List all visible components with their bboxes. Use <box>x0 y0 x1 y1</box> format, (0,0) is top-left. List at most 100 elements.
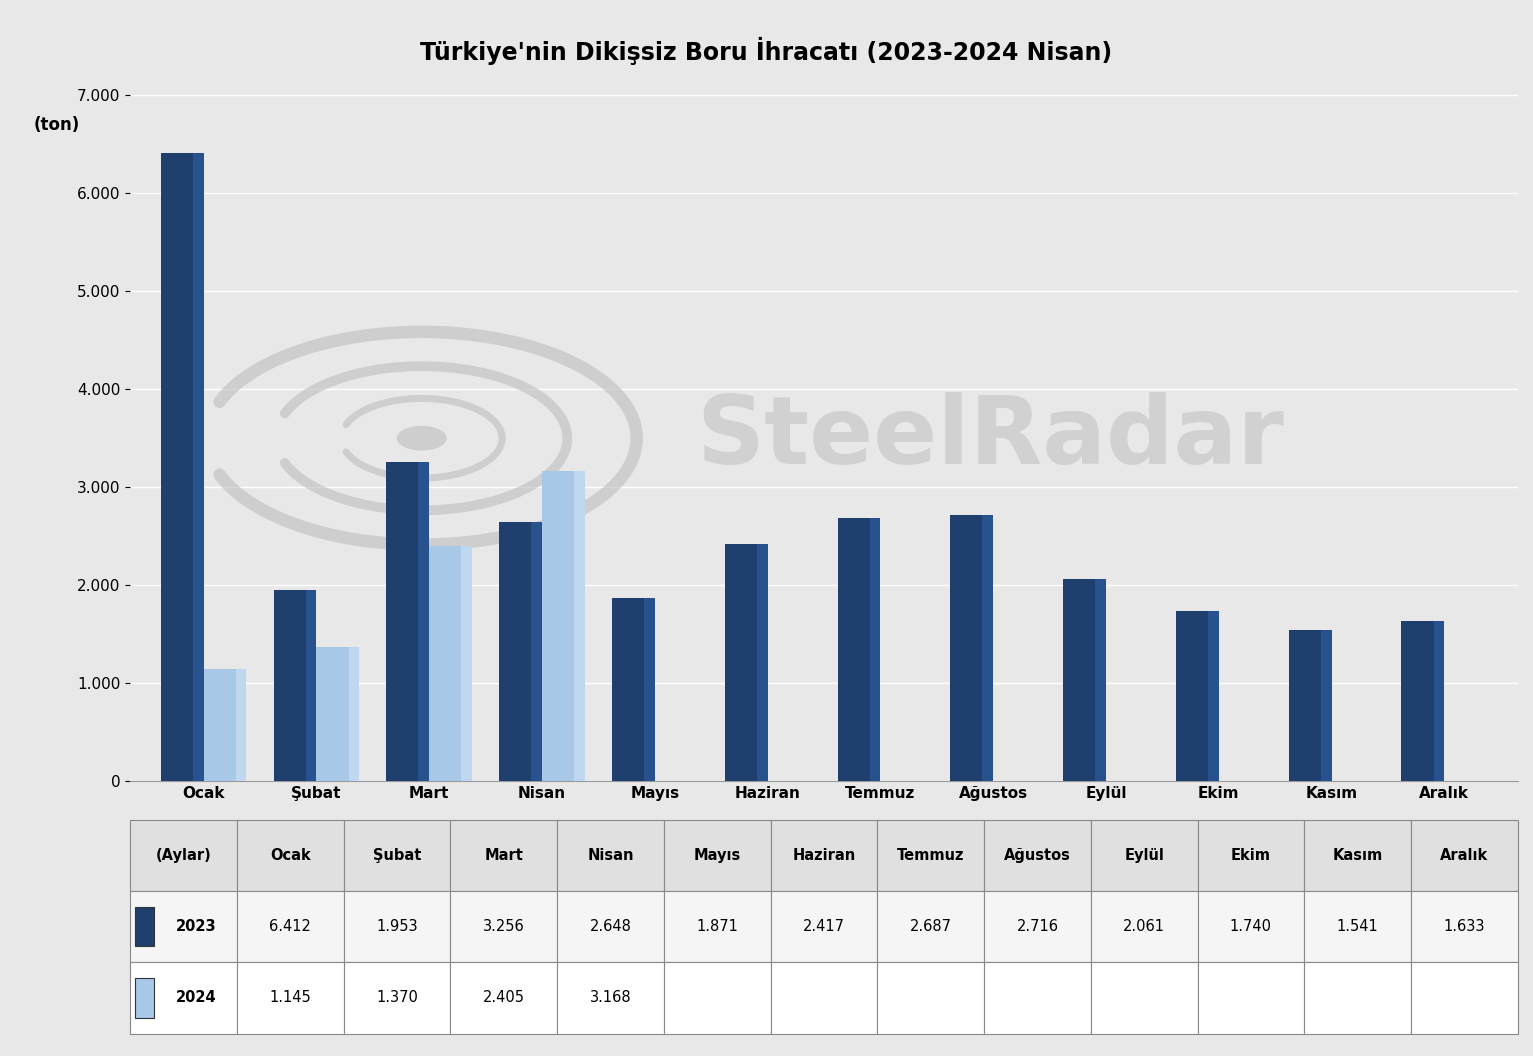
Bar <box>1091 819 1197 891</box>
Text: Ağustos: Ağustos <box>1004 848 1072 863</box>
Bar <box>135 907 153 946</box>
Bar <box>1091 962 1197 1034</box>
Text: (Aylar): (Aylar) <box>156 848 212 863</box>
Bar <box>984 962 1091 1034</box>
Bar <box>1410 891 1518 962</box>
Bar <box>575 471 586 781</box>
Bar <box>1305 819 1410 891</box>
Text: Temmuz: Temmuz <box>897 848 964 863</box>
Bar <box>451 819 556 891</box>
Text: Haziran: Haziran <box>793 848 855 863</box>
Bar <box>1197 962 1305 1034</box>
Bar <box>1091 891 1197 962</box>
Bar <box>130 819 238 891</box>
Text: Aralık: Aralık <box>1439 848 1489 863</box>
Bar <box>1289 630 1332 781</box>
Bar <box>1410 819 1518 891</box>
Bar <box>664 962 771 1034</box>
Text: 1.953: 1.953 <box>376 919 419 935</box>
Bar <box>193 153 204 781</box>
Text: Kasım: Kasım <box>1332 848 1383 863</box>
Bar <box>644 598 655 781</box>
Bar <box>877 891 984 962</box>
Text: (ton): (ton) <box>34 116 80 134</box>
Bar <box>386 463 429 781</box>
Text: Ekim: Ekim <box>1231 848 1271 863</box>
Text: 1.145: 1.145 <box>270 991 311 1005</box>
Bar <box>1208 610 1219 781</box>
Text: Ocak: Ocak <box>270 848 311 863</box>
Bar <box>950 515 993 781</box>
Bar <box>664 891 771 962</box>
Bar <box>543 471 586 781</box>
Bar <box>238 962 343 1034</box>
Text: 1.541: 1.541 <box>1337 919 1378 935</box>
Bar <box>130 962 238 1034</box>
Text: 1.740: 1.740 <box>1229 919 1272 935</box>
Bar <box>556 819 664 891</box>
Bar <box>771 819 877 891</box>
Bar <box>348 647 359 781</box>
Text: Mart: Mart <box>484 848 523 863</box>
Bar <box>419 463 429 781</box>
Text: 6.412: 6.412 <box>270 919 311 935</box>
Bar <box>238 891 343 962</box>
Bar <box>725 545 768 781</box>
Bar <box>135 978 153 1018</box>
Bar <box>983 515 993 781</box>
Text: Mayıs: Mayıs <box>693 848 740 863</box>
Bar <box>664 819 771 891</box>
Bar <box>771 891 877 962</box>
Bar <box>1197 891 1305 962</box>
Text: 2.648: 2.648 <box>590 919 632 935</box>
Bar <box>451 891 556 962</box>
Text: 3.168: 3.168 <box>590 991 632 1005</box>
Text: 2.061: 2.061 <box>1124 919 1165 935</box>
Text: Türkiye'nin Dikişsiz Boru İhracatı (2023-2024 Nisan): Türkiye'nin Dikişsiz Boru İhracatı (2023… <box>420 37 1113 65</box>
Text: 2.716: 2.716 <box>1016 919 1058 935</box>
Text: 1.871: 1.871 <box>696 919 739 935</box>
Text: Nisan: Nisan <box>587 848 633 863</box>
Bar <box>1305 891 1410 962</box>
Bar <box>1197 819 1305 891</box>
Text: 1.633: 1.633 <box>1444 919 1485 935</box>
Bar <box>500 522 543 781</box>
Bar <box>343 819 451 891</box>
Bar <box>1095 580 1105 781</box>
Bar <box>316 647 359 781</box>
Bar <box>1433 621 1444 781</box>
Text: 2023: 2023 <box>176 919 216 935</box>
Bar <box>238 819 343 891</box>
Text: 2024: 2024 <box>176 991 216 1005</box>
Bar <box>877 819 984 891</box>
Bar <box>532 522 543 781</box>
Text: SteelRadar: SteelRadar <box>696 392 1285 485</box>
Bar <box>1321 630 1332 781</box>
Bar <box>236 670 247 781</box>
Bar <box>984 819 1091 891</box>
Text: Eylül: Eylül <box>1124 848 1164 863</box>
Bar <box>877 962 984 1034</box>
Bar <box>161 153 204 781</box>
Bar <box>984 891 1091 962</box>
Bar <box>1401 621 1444 781</box>
Bar <box>429 546 472 781</box>
Bar <box>869 517 880 781</box>
Bar <box>305 590 316 781</box>
Bar <box>273 590 316 781</box>
Bar <box>556 891 664 962</box>
Text: 2.417: 2.417 <box>803 919 845 935</box>
Text: 2.405: 2.405 <box>483 991 524 1005</box>
Bar <box>556 962 664 1034</box>
Bar <box>343 891 451 962</box>
Text: 2.687: 2.687 <box>909 919 952 935</box>
Circle shape <box>397 426 446 451</box>
Bar <box>1410 962 1518 1034</box>
Bar <box>757 545 768 781</box>
Text: 3.256: 3.256 <box>483 919 524 935</box>
Bar <box>343 962 451 1034</box>
Bar <box>461 546 472 781</box>
Bar <box>612 598 655 781</box>
Bar <box>771 962 877 1034</box>
Bar <box>1062 580 1105 781</box>
